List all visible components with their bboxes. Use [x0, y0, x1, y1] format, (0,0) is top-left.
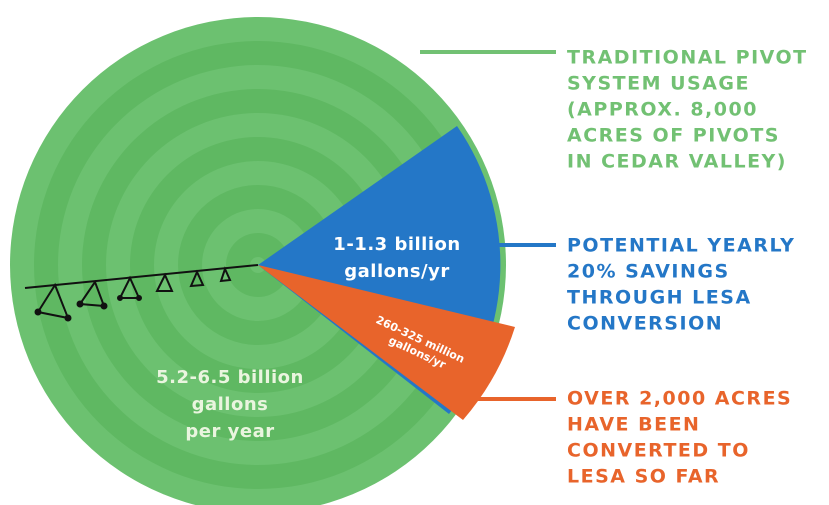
legend-label: OVER 2,000 ACRES: [567, 388, 792, 410]
legend-label: CONVERSION: [567, 313, 723, 335]
legend-label: 20% SAVINGS: [567, 261, 730, 283]
sprinkler: [24, 264, 259, 322]
connectors: [420, 50, 556, 401]
legend-label: HAVE BEEN: [567, 414, 700, 436]
wedge-label: gallons/yr: [344, 261, 449, 282]
converted-wedge: [258, 265, 515, 420]
wedge-label: gallons: [192, 394, 269, 415]
legend-label: LESA SO FAR: [567, 466, 720, 488]
legend-label: IN CEDAR VALLEY): [567, 151, 787, 173]
legend-label: THROUGH LESA: [567, 287, 752, 309]
legend-label: CONVERTED TO: [567, 440, 750, 462]
wedge-label: 5.2-6.5 billion: [156, 367, 304, 388]
wedge-label: per year: [185, 421, 274, 442]
legend-label: SYSTEM USAGE: [567, 73, 750, 95]
legend-label: POTENTIAL YEARLY: [567, 235, 795, 257]
legend-label: TRADITIONAL PIVOT: [567, 47, 808, 69]
wedge-label: 1-1.3 billion: [333, 234, 460, 255]
legend-label: (APPROX. 8,000: [567, 99, 758, 121]
legend-label: ACRES OF PIVOTS: [567, 125, 780, 147]
